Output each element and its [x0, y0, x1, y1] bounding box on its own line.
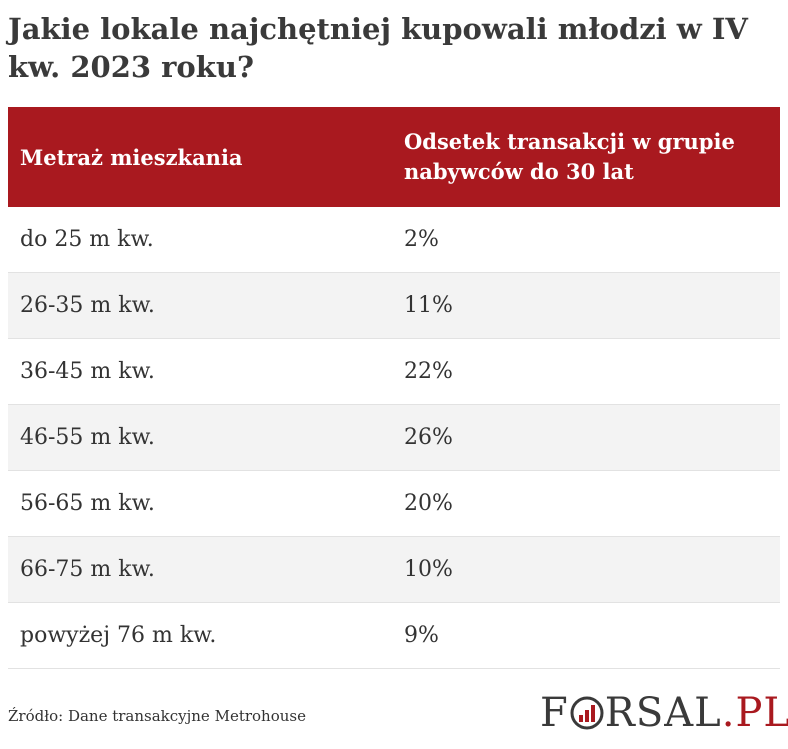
logo-chart-o-icon: [570, 696, 604, 730]
table-row: 66-75 m kw. 10%: [8, 537, 780, 603]
logo-text-start: F: [540, 690, 569, 736]
table-row: powyżej 76 m kw. 9%: [8, 603, 780, 669]
cell-size: do 25 m kw.: [20, 227, 154, 252]
table-header: Metraż mieszkania Odsetek transakcji w g…: [8, 107, 780, 207]
table-row: 46-55 m kw. 26%: [8, 405, 780, 471]
cell-size: 26-35 m kw.: [20, 293, 155, 318]
cell-share: 22%: [404, 359, 453, 384]
cell-share: 10%: [404, 557, 453, 582]
data-table: Metraż mieszkania Odsetek transakcji w g…: [8, 107, 780, 669]
cell-size: 46-55 m kw.: [20, 425, 155, 450]
page-title: Jakie lokale najchętniej kupowali młodzi…: [8, 12, 748, 84]
cell-size: 56-65 m kw.: [20, 491, 155, 516]
column-header-size: Metraż mieszkania: [20, 144, 243, 170]
cell-size: powyżej 76 m kw.: [20, 623, 217, 648]
cell-share: 11%: [404, 293, 453, 318]
forsal-logo: F RSAL .PL: [540, 690, 788, 736]
table-row: 56-65 m kw. 20%: [8, 471, 780, 537]
cell-size: 36-45 m kw.: [20, 359, 155, 384]
cell-share: 9%: [404, 623, 439, 648]
logo-text-middle: RSAL: [604, 690, 722, 736]
table-body: do 25 m kw. 2% 26-35 m kw. 11% 36-45 m kw. 22…: [8, 207, 780, 669]
source-note: Źródło: Dane transakcyjne Metrohouse: [8, 707, 306, 725]
logo-text-domain: .PL: [721, 690, 788, 736]
cell-share: 20%: [404, 491, 453, 516]
cell-share: 26%: [404, 425, 453, 450]
table-row: 26-35 m kw. 11%: [8, 273, 780, 339]
column-header-share: Odsetek transakcji w grupie nabywców do …: [404, 129, 735, 184]
cell-share: 2%: [404, 227, 439, 252]
table-row: 36-45 m kw. 22%: [8, 339, 780, 405]
table-row: do 25 m kw. 2%: [8, 207, 780, 273]
cell-size: 66-75 m kw.: [20, 557, 155, 582]
